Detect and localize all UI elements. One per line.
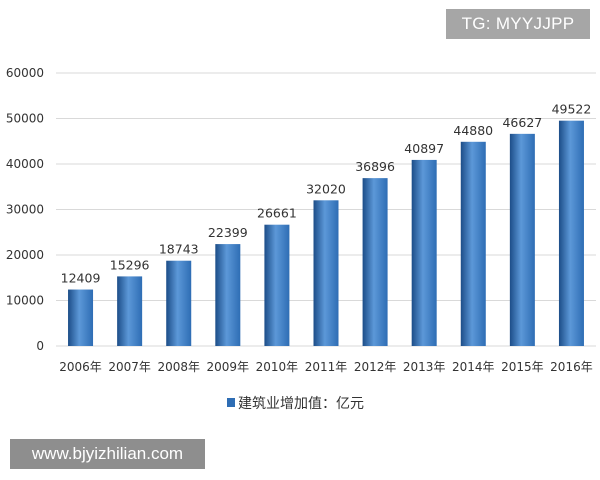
y-tick-label: 30000 [6,203,44,217]
legend: 建筑业增加值：亿元 [227,396,364,412]
data-label: 26661 [257,206,297,221]
bar [411,159,437,346]
x-tick-label: 2009年 [207,360,250,374]
bar [460,141,486,346]
y-tick-label: 0 [36,339,44,353]
data-label: 12409 [61,271,101,286]
legend-swatch [227,398,235,407]
data-label: 49522 [552,102,592,117]
x-tick-label: 2014年 [452,360,495,374]
x-tick-label: 2012年 [354,360,397,374]
data-label: 40897 [404,141,444,156]
x-tick-label: 2013年 [403,360,446,374]
bar [558,120,584,346]
bar [313,200,339,346]
data-label: 22399 [208,225,248,240]
x-tick-label: 2007年 [108,360,151,374]
x-tick-label: 2015年 [501,360,544,374]
data-labels: 12409 15296 18743 22399 26661 32020 36896 40897… [61,102,592,286]
bar [166,260,192,346]
y-tick-label: 60000 [6,66,44,80]
data-label: 18743 [159,242,199,257]
bar [117,276,143,346]
x-tick-label: 2006年 [59,360,102,374]
y-tick-label: 40000 [6,157,44,171]
bar [509,133,535,346]
bar [362,178,388,346]
x-tick-label: 2011年 [305,360,348,374]
bar [215,244,241,346]
data-label: 46627 [502,115,542,130]
data-label: 32020 [306,181,346,196]
y-tick-label: 20000 [6,248,44,262]
bars [68,120,584,346]
data-label: 36896 [355,159,395,174]
watermark-bottom: www.bjyizhilian.com [10,439,205,469]
legend-label: 建筑业增加值：亿元 [238,396,364,412]
watermark-top: TG: MYYJJPP [446,9,590,39]
data-label: 44880 [453,123,493,138]
bar [68,289,94,346]
data-label: 15296 [110,257,150,272]
x-tick-label: 2010年 [256,360,299,374]
x-tick-label: 2008年 [157,360,200,374]
y-tick-label: 10000 [6,294,44,308]
bar [264,224,290,346]
y-tick-label: 50000 [6,112,44,126]
x-tick-label: 2016年 [550,360,593,374]
x-axis-ticks: 2006年 2007年 2008年 2009年 2010年 2011年 2012年 2013年… [59,360,592,374]
y-axis-ticks: 0 10000 20000 30000 40000 50000 60000 [6,66,44,353]
